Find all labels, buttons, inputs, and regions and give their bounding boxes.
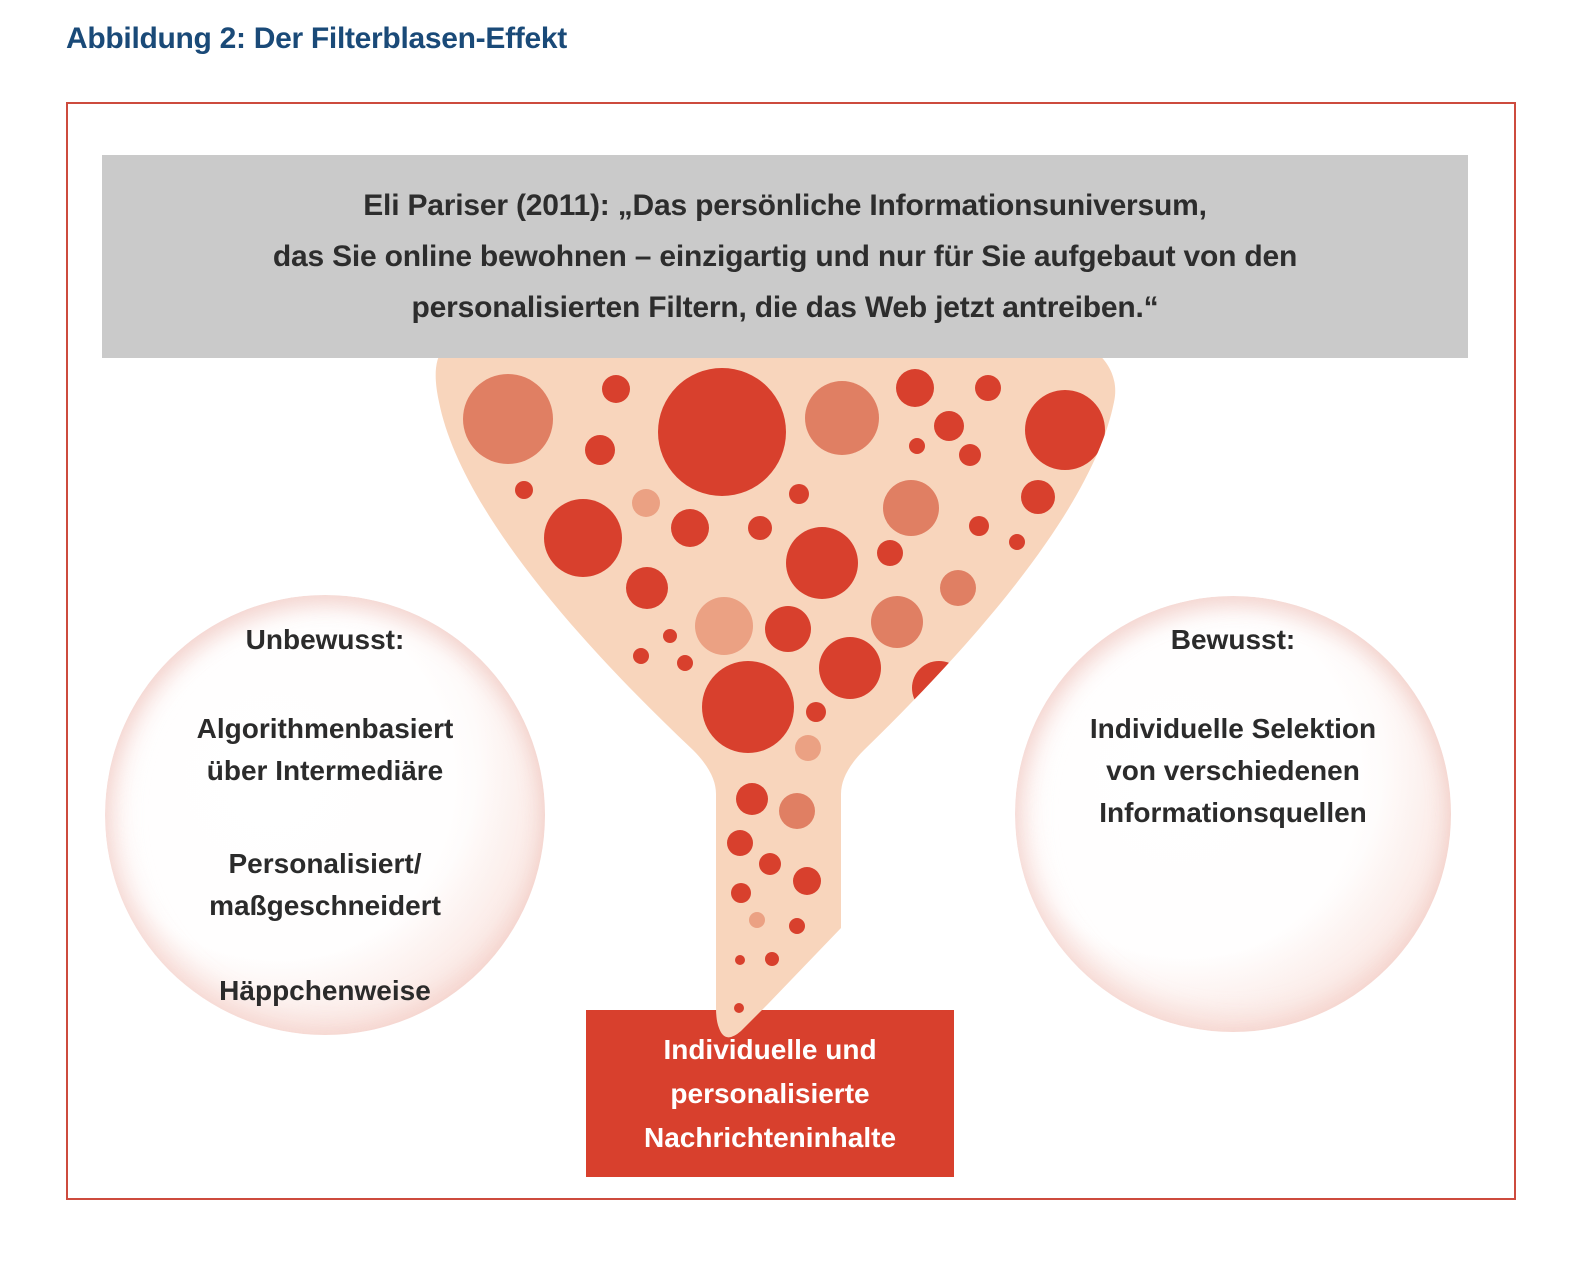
output-line-1: Individuelle und [663,1033,877,1065]
quote-line-3: personalisierten Filtern, die das Web je… [411,291,1159,324]
unconscious-item-3: Häppchenweise [219,975,431,1006]
unconscious-item-2: Personalisiert/maßgeschneidert [209,848,441,921]
conscious-heading: Bewusst: [1170,624,1296,655]
quote-line-1: Eli Pariser (2011): „Das persönliche Inf… [363,189,1207,222]
quote-box: Eli Pariser (2011): „Das persönliche Inf… [102,155,1468,358]
output-line-2: personalisierte [670,1077,870,1109]
figure-title: Abbildung 2: Der Filterblasen-Effekt [66,22,567,55]
unconscious-heading: Unbewusst: [245,624,405,655]
unconscious-item-1: Algorithmenbasiert über Intermediäre [196,713,454,786]
output-box: Individuelle und personalisierte Nachric… [586,1010,954,1177]
output-line-3: Nachrichteninhalte [643,1121,897,1153]
unconscious-bubble: Unbewusst: Algorithmenbasiert über Interm… [105,595,545,1035]
quote-line-2: das Sie online bewohnen – einzigartig un… [272,240,1298,273]
conscious-item-1: Individuelle Selektion von verschiedenen I… [1089,713,1377,828]
conscious-bubble: Bewusst: Individuelle Selektion von versc… [1015,596,1451,1032]
